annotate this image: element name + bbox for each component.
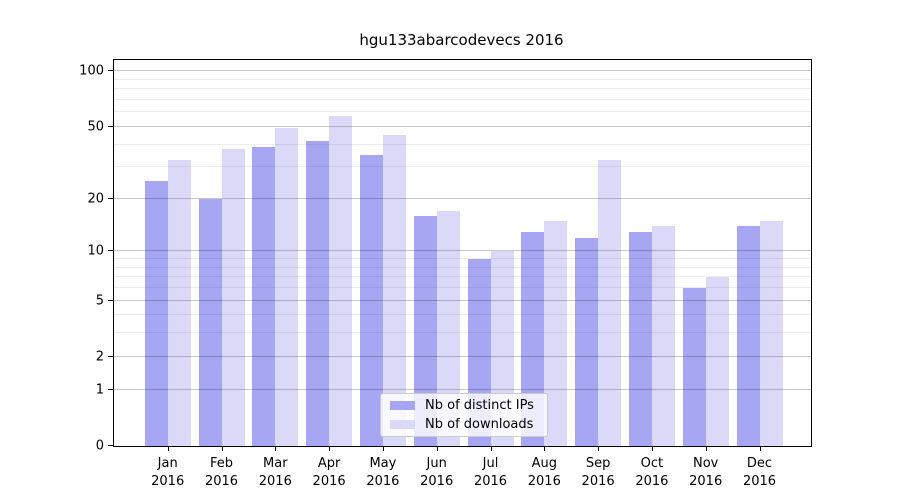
y-tick-label-1: 1 — [95, 382, 104, 398]
y-tick-5 — [108, 299, 113, 301]
gridline-minor-30 — [114, 166, 811, 168]
x-tick-aug — [544, 446, 546, 451]
bar-downloads-oct — [651, 226, 675, 446]
x-tick-label-mar: Mar 2016 — [258, 456, 292, 489]
x-tick-mar — [275, 446, 277, 451]
y-tick-20 — [108, 197, 113, 199]
x-tick-apr — [329, 446, 331, 451]
gridline-minor-40 — [114, 143, 811, 145]
x-tick-label-jul: Jul 2016 — [473, 456, 508, 489]
bar-ips-aug — [521, 231, 545, 446]
y-tick-label-0: 0 — [95, 438, 104, 454]
gridline-minor-80 — [114, 88, 811, 90]
bar-ips-nov — [682, 288, 706, 446]
bar-ips-may — [359, 155, 383, 446]
bar-downloads-mar — [275, 128, 299, 446]
gridline-minor-70 — [114, 98, 811, 100]
y-tick-50 — [108, 125, 113, 127]
x-tick-jul — [490, 446, 492, 451]
bar-ips-dec — [736, 226, 760, 446]
x-tick-dec — [759, 446, 761, 451]
bar-ips-oct — [628, 231, 652, 446]
x-tick-jun — [436, 446, 438, 451]
legend-swatch-downloads-icon — [390, 420, 415, 429]
bar-ips-apr — [306, 140, 330, 446]
bar-ips-sep — [575, 237, 599, 446]
bar-downloads-aug — [544, 220, 568, 446]
legend-item-distinct-ips: Nb of distinct IPs — [390, 398, 547, 414]
bar-downloads-jan — [167, 159, 191, 446]
y-tick-0 — [108, 445, 113, 446]
x-tick-nov — [705, 446, 707, 451]
y-tick-label-100: 100 — [79, 63, 104, 79]
y-tick-10 — [108, 250, 113, 252]
x-tick-label-feb: Feb 2016 — [204, 456, 239, 489]
gridline-minor-90 — [114, 78, 811, 80]
bar-downloads-jun — [436, 211, 460, 446]
legend: Nb of distinct IPs Nb of downloads — [380, 393, 548, 437]
plot-area: 0 1 2 5 10 20 50 100 Jan 2016 Feb 2016 Mar 2016 Apr… — [79, 59, 812, 489]
bar-ips-feb — [198, 198, 222, 446]
y-tick-label-50: 50 — [87, 119, 104, 135]
y-tick-100 — [108, 70, 113, 72]
x-tick-label-jan: Jan 2016 — [151, 456, 185, 489]
x-tick-label-dec: Dec 2016 — [742, 456, 777, 489]
legend-item-downloads: Nb of downloads — [390, 417, 547, 433]
x-tick-label-apr: Apr 2016 — [312, 456, 346, 489]
chart-title: hgu133abarcodevecs 2016 — [359, 31, 564, 49]
bar-downloads-sep — [598, 159, 622, 446]
legend-label-downloads: Nb of downloads — [425, 417, 534, 432]
x-tick-may — [382, 446, 384, 451]
bar-ips-mar — [252, 146, 276, 446]
x-tick-jan — [167, 446, 169, 451]
bar-downloads-dec — [759, 220, 783, 446]
bar-downloads-feb — [221, 148, 245, 446]
x-tick-feb — [221, 446, 223, 451]
x-tick-label-aug: Aug 2016 — [527, 456, 561, 489]
x-tick-oct — [651, 446, 653, 451]
y-tick-label-5: 5 — [95, 293, 104, 308]
x-tick-sep — [598, 446, 600, 451]
legend-label-distinct-ips: Nb of distinct IPs — [425, 398, 534, 413]
y-tick-1 — [108, 388, 113, 390]
y-tick-2 — [108, 355, 113, 357]
gridline-50 — [114, 125, 811, 127]
bar-downloads-may — [382, 135, 406, 446]
bar-ips-jun — [413, 215, 437, 446]
bar-downloads-nov — [705, 277, 729, 446]
y-tick-label-2: 2 — [95, 349, 104, 365]
gridline-minor-60 — [114, 111, 811, 113]
x-tick-label-sep: Sep 2016 — [581, 456, 615, 489]
legend-swatch-distinct-ips-icon — [390, 401, 415, 410]
x-tick-label-oct: Oct 2016 — [635, 456, 669, 489]
gridline-100 — [114, 70, 811, 72]
bar-downloads-apr — [329, 116, 353, 446]
bar-ips-jan — [144, 181, 168, 446]
y-tick-label-10: 10 — [87, 243, 104, 259]
x-tick-label-may: May 2016 — [366, 456, 400, 489]
x-tick-label-jun: Jun 2016 — [420, 456, 454, 489]
x-tick-label-nov: Nov 2016 — [689, 456, 723, 489]
y-tick-label-20: 20 — [87, 191, 104, 207]
